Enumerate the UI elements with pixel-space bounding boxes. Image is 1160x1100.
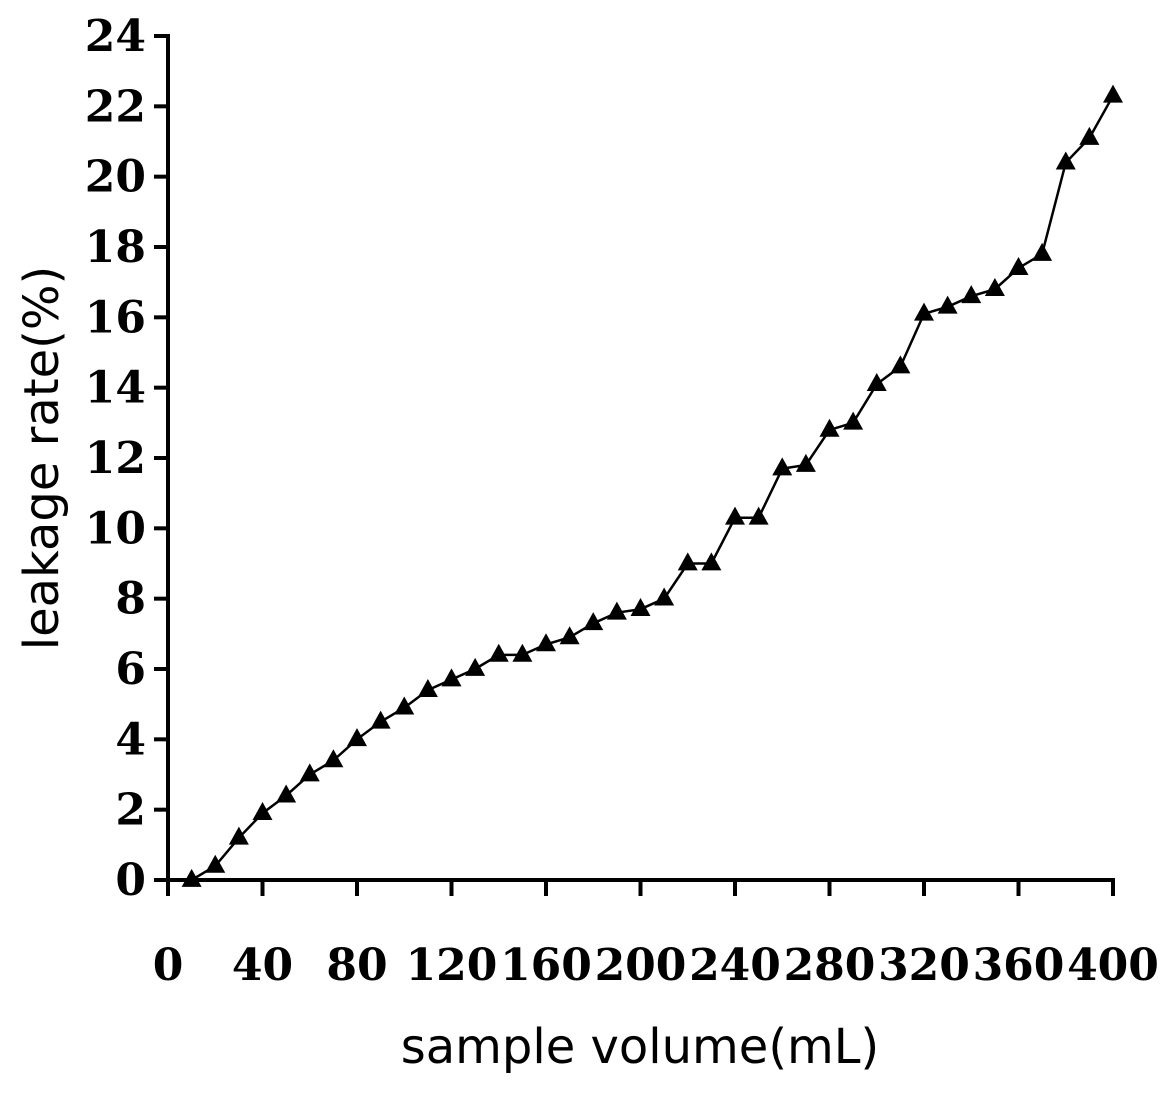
y-tick-label: 0	[115, 855, 146, 906]
x-tick-label: 0	[153, 940, 184, 991]
y-tick-label: 16	[85, 292, 146, 343]
data-point-marker	[772, 457, 793, 476]
series-layer	[181, 84, 1123, 887]
data-point-marker	[1103, 84, 1123, 103]
y-tick-label: 14	[85, 363, 146, 414]
x-tick-label: 80	[326, 940, 387, 991]
data-point-marker	[512, 643, 533, 662]
y-tick-label: 2	[115, 785, 146, 836]
data-point-marker	[347, 728, 367, 747]
data-point-marker	[725, 506, 745, 525]
y-axis-title: leakage rate(%)	[14, 266, 70, 650]
data-point-marker	[205, 854, 226, 873]
data-point-marker	[606, 601, 627, 620]
data-point-marker	[795, 453, 816, 472]
data-point-marker	[984, 278, 1005, 297]
data-point-marker	[630, 598, 651, 617]
data-point-marker	[701, 552, 722, 571]
data-point-marker	[441, 668, 462, 687]
y-tick-label: 6	[115, 644, 146, 695]
data-point-marker	[677, 552, 698, 571]
y-tick-label: 20	[85, 152, 146, 203]
data-point-marker	[1008, 256, 1029, 275]
y-tick-label: 12	[85, 433, 146, 484]
data-point-marker	[228, 826, 249, 845]
x-tick-label: 360	[973, 940, 1065, 991]
data-point-marker	[937, 295, 958, 314]
data-point-marker	[276, 784, 297, 803]
data-point-marker	[394, 696, 415, 715]
y-tick-label: 24	[85, 11, 146, 62]
x-tick-label: 280	[784, 940, 876, 991]
x-tick-label: 200	[595, 940, 687, 991]
data-point-marker	[1055, 151, 1076, 170]
data-point-marker	[181, 868, 202, 887]
data-point-marker	[370, 710, 391, 729]
data-point-marker	[866, 372, 887, 391]
x-tick-label: 400	[1067, 940, 1159, 991]
data-point-marker	[914, 302, 934, 321]
data-point-marker	[890, 355, 911, 374]
y-tick-label: 4	[115, 714, 146, 765]
data-point-marker	[252, 802, 273, 821]
x-tick-label: 320	[878, 940, 970, 991]
data-point-marker	[819, 418, 840, 437]
x-axis: 0 40 80 120 160 200 240 280 320 360 400	[153, 878, 1159, 991]
y-tick-label: 10	[85, 503, 146, 554]
data-point-marker	[843, 411, 864, 430]
data-point-marker	[323, 749, 344, 768]
y-tick-label: 18	[85, 222, 146, 273]
data-point-marker	[465, 657, 486, 676]
y-tick-label: 8	[115, 574, 146, 625]
x-tick-label: 240	[689, 940, 781, 991]
x-tick-label: 40	[232, 940, 293, 991]
y-tick-label: 22	[85, 81, 146, 132]
data-point-marker	[299, 763, 320, 782]
series-line	[190, 95, 1115, 882]
x-axis-title: sample volume(mL)	[401, 1019, 880, 1075]
data-point-marker	[654, 587, 675, 606]
data-point-marker	[488, 643, 509, 662]
x-tick-label: 120	[406, 940, 498, 991]
data-point-marker	[417, 678, 438, 697]
data-point-marker	[961, 285, 982, 304]
data-point-marker	[583, 612, 604, 631]
data-point-marker	[559, 626, 580, 645]
x-tick-label: 160	[500, 940, 592, 991]
data-point-marker	[1079, 126, 1100, 145]
data-point-marker	[1032, 242, 1053, 261]
data-point-marker	[748, 506, 769, 525]
data-point-marker	[536, 633, 556, 652]
